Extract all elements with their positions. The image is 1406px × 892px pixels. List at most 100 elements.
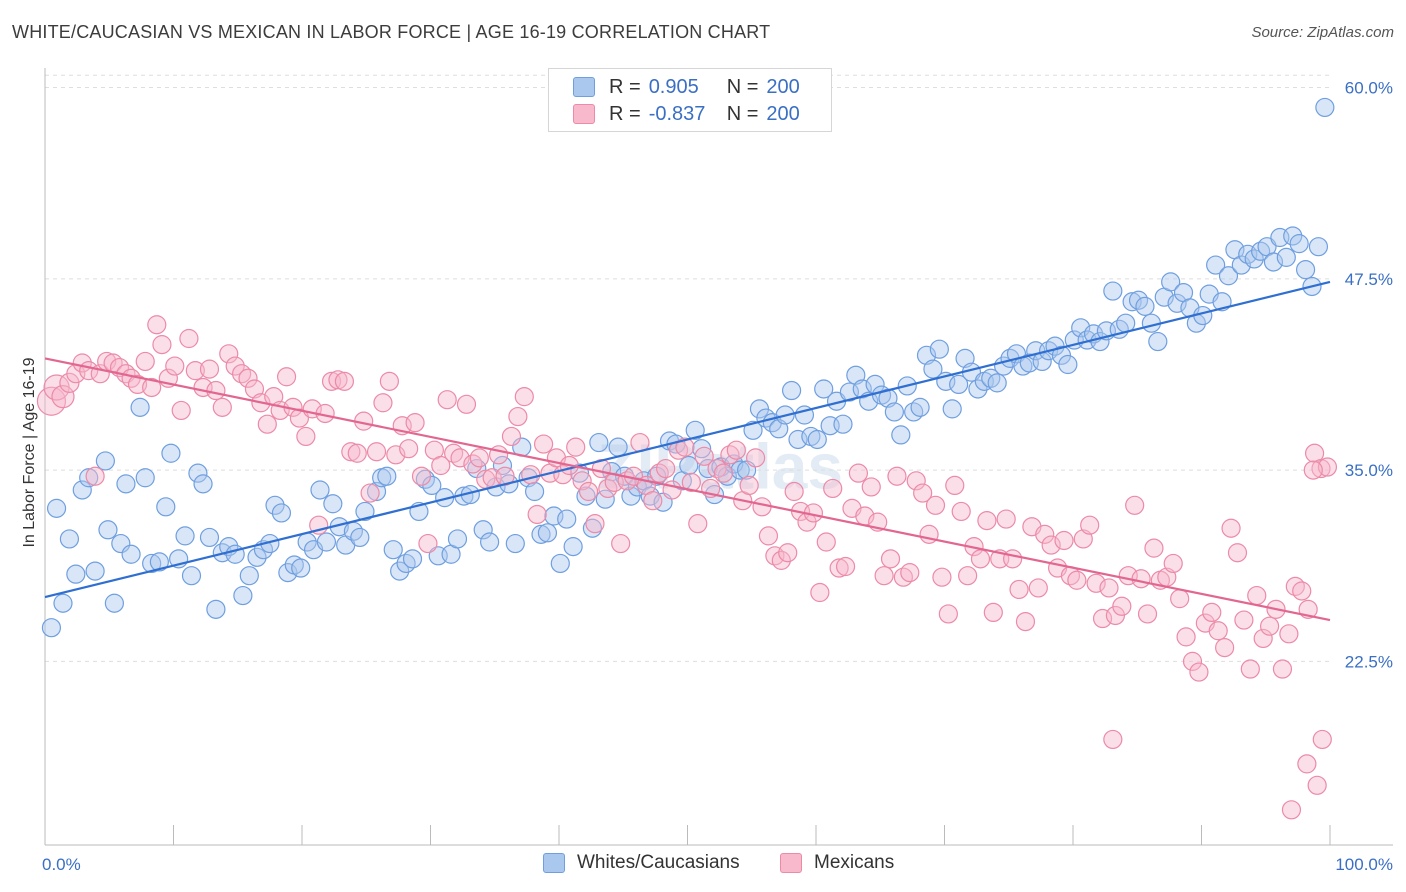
mexican-point bbox=[739, 475, 759, 495]
white-point bbox=[524, 481, 545, 502]
white-point bbox=[291, 558, 311, 578]
mexican-point bbox=[1317, 457, 1338, 477]
white-point bbox=[383, 540, 403, 560]
white-point bbox=[743, 420, 763, 440]
mexican-point bbox=[1112, 596, 1132, 616]
white-point bbox=[852, 379, 872, 399]
white-point bbox=[929, 339, 949, 359]
mexican-point bbox=[1067, 570, 1087, 590]
series-mexicans bbox=[36, 315, 1338, 820]
white-point bbox=[247, 547, 267, 567]
mexican-point bbox=[1253, 628, 1273, 649]
mexican-point bbox=[1080, 515, 1100, 535]
y-tick-label: 35.0% bbox=[1345, 461, 1393, 480]
white-point bbox=[480, 532, 500, 552]
mexican-point bbox=[225, 356, 245, 376]
mexican-point bbox=[1176, 627, 1196, 647]
mexican-point bbox=[1144, 538, 1164, 558]
mexican-point bbox=[900, 563, 920, 583]
mexican-point bbox=[1170, 589, 1190, 609]
y-tick-label: 22.5% bbox=[1345, 652, 1393, 671]
mexican-point bbox=[1272, 659, 1293, 679]
white-point bbox=[121, 544, 141, 564]
data-points bbox=[36, 97, 1338, 820]
mexican-point bbox=[431, 455, 451, 476]
mexican-point bbox=[945, 475, 965, 495]
white-point bbox=[316, 532, 337, 552]
mexican-point bbox=[694, 446, 714, 466]
legend-item-whites: Whites/Caucasians bbox=[543, 852, 740, 874]
white-point bbox=[923, 359, 943, 379]
mexican-point bbox=[578, 481, 599, 502]
mexican-point bbox=[1281, 800, 1302, 820]
mexican-point bbox=[1189, 662, 1209, 682]
mexican-point bbox=[1292, 581, 1312, 601]
white-point bbox=[199, 527, 220, 548]
white-point bbox=[175, 526, 195, 546]
mexican-point bbox=[142, 377, 162, 398]
r-value: -0.837 bbox=[648, 102, 706, 125]
white-point bbox=[608, 437, 628, 457]
legend-label-whites: Whites/Caucasians bbox=[577, 852, 740, 873]
mexican-point bbox=[1202, 602, 1222, 623]
white-point bbox=[807, 429, 827, 450]
white-point bbox=[142, 553, 162, 574]
white-point bbox=[188, 463, 208, 483]
mexican-point bbox=[1125, 495, 1145, 515]
white-point bbox=[79, 468, 99, 488]
series-whites bbox=[41, 97, 1335, 638]
mexican-point bbox=[152, 335, 172, 355]
n-label: N = bbox=[726, 75, 759, 98]
mexican-point bbox=[437, 390, 457, 410]
axes bbox=[44, 68, 1393, 846]
x-tick-label-max: 100.0% bbox=[1335, 855, 1393, 874]
mexican-point bbox=[746, 448, 766, 468]
mexican-point bbox=[521, 465, 541, 485]
mexican-point bbox=[179, 328, 199, 349]
mexican-point bbox=[59, 372, 80, 393]
mexican-point bbox=[656, 458, 676, 479]
mexican-point bbox=[1028, 578, 1048, 598]
r-value: 0.905 bbox=[648, 75, 699, 98]
chart-title: WHITE/CAUCASIAN VS MEXICAN IN LABOR FORC… bbox=[12, 22, 771, 42]
legend-swatch-whites bbox=[573, 77, 595, 97]
mexican-point bbox=[135, 351, 155, 372]
white-point bbox=[1276, 247, 1296, 267]
mexican-point bbox=[296, 426, 316, 447]
mexican-point bbox=[508, 406, 528, 427]
legend-row-whites: R = 0.905 N = 200 bbox=[573, 75, 800, 99]
mexican-point bbox=[501, 426, 522, 447]
white-point bbox=[135, 468, 155, 488]
mexican-point bbox=[219, 344, 239, 364]
correlation-legend: R = 0.905 N = 200 R = -0.837 N = 200 bbox=[548, 68, 832, 132]
x-tick-label-min: 0.0% bbox=[42, 855, 81, 874]
mexican-point bbox=[829, 558, 849, 578]
mexican-point bbox=[328, 370, 348, 390]
mexican-point bbox=[816, 532, 836, 552]
white-point bbox=[1218, 266, 1239, 286]
mexican-point bbox=[1307, 775, 1327, 795]
white-point bbox=[1122, 292, 1142, 312]
mexican-point bbox=[758, 526, 779, 546]
white-point bbox=[95, 451, 115, 471]
mexican-point bbox=[906, 471, 926, 491]
mexican-point bbox=[1297, 754, 1317, 774]
white-point bbox=[987, 373, 1007, 393]
mexican-point bbox=[1303, 460, 1323, 480]
mexican-point bbox=[1035, 524, 1055, 544]
mexican-point bbox=[456, 394, 477, 414]
mexican-point bbox=[379, 371, 399, 391]
mexican-point bbox=[469, 448, 489, 468]
mexican-point bbox=[778, 543, 798, 563]
mexican-point bbox=[212, 397, 232, 417]
mexican-point bbox=[861, 477, 881, 497]
mexican-point bbox=[913, 483, 933, 503]
mexican-point bbox=[1260, 616, 1280, 636]
white-point bbox=[692, 439, 712, 459]
mexican-point bbox=[199, 359, 220, 379]
mexican-point bbox=[165, 356, 185, 376]
mexican-point bbox=[970, 549, 991, 569]
white-point bbox=[193, 474, 213, 494]
mexican-point bbox=[1054, 530, 1074, 551]
mexican-point bbox=[127, 374, 148, 395]
